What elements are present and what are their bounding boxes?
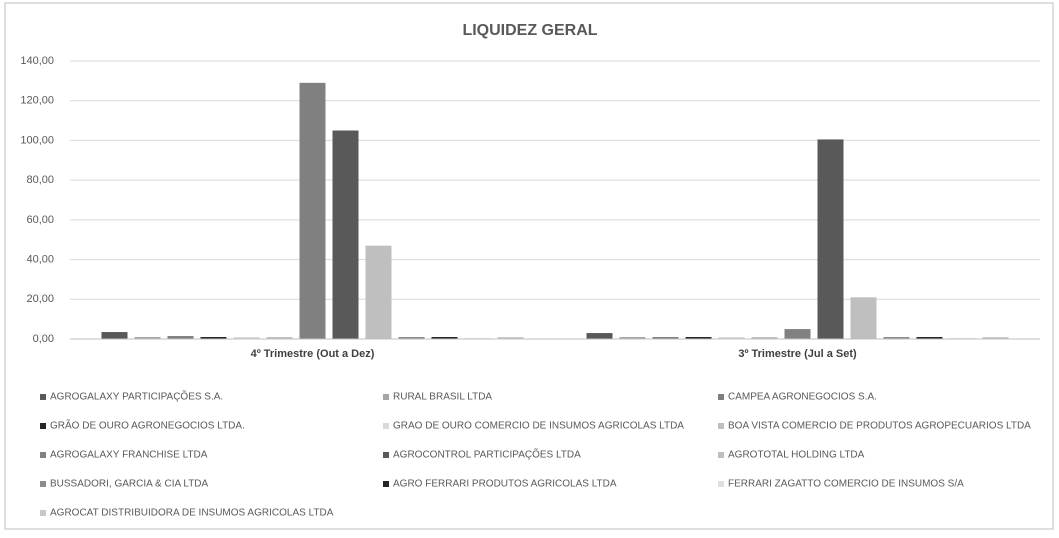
bar bbox=[916, 337, 943, 339]
legend-swatch bbox=[40, 423, 46, 429]
legend-label: AGROGALAXY PARTICIPAÇÕES S.A. bbox=[50, 390, 223, 403]
legend-swatch bbox=[718, 481, 724, 487]
legend-label: FERRARI ZAGATTO COMERCIO DE INSUMOS S/A bbox=[728, 479, 964, 490]
y-tick-label: 0,00 bbox=[33, 333, 54, 345]
legend-label: AGROCAT DISTRIBUIDORA DE INSUMOS AGRICOL… bbox=[50, 508, 334, 519]
bar bbox=[299, 82, 326, 339]
legend-label: AGROCONTROL PARTICIPAÇÕES LTDA bbox=[393, 448, 581, 461]
bar bbox=[685, 337, 712, 339]
legend-swatch bbox=[718, 423, 724, 429]
y-tick-label: 100,00 bbox=[20, 134, 54, 146]
y-tick-label: 60,00 bbox=[26, 214, 54, 226]
bar bbox=[982, 337, 1009, 339]
bar bbox=[497, 337, 524, 339]
legend-label: BUSSADORI, GARCIA & CIA LTDA bbox=[50, 479, 209, 490]
legend-swatch bbox=[40, 481, 46, 487]
chart-border bbox=[4, 2, 1054, 530]
bar bbox=[431, 337, 458, 339]
y-tick-label: 80,00 bbox=[26, 174, 54, 186]
legend-swatch bbox=[40, 452, 46, 458]
legend-label: GRÃO DE OURO AGRONEGOCIOS LTDA. bbox=[50, 419, 245, 432]
y-tick-label: 20,00 bbox=[26, 293, 54, 305]
y-tick-label: 140,00 bbox=[20, 55, 54, 67]
legend-label: CAMPEA AGRONEGOCIOS S.A. bbox=[728, 392, 877, 403]
legend-swatch bbox=[383, 423, 389, 429]
bar bbox=[332, 130, 359, 339]
bar bbox=[398, 337, 425, 339]
bar bbox=[883, 337, 910, 339]
bar bbox=[718, 337, 745, 339]
legend-swatch bbox=[40, 394, 46, 400]
bar bbox=[233, 337, 260, 339]
legend: AGROGALAXY PARTICIPAÇÕES S.A. RURAL BRASI… bbox=[40, 390, 1031, 519]
legend-swatch bbox=[383, 394, 389, 400]
bar bbox=[751, 337, 778, 339]
legend-label: RURAL BRASIL LTDA bbox=[393, 392, 492, 403]
bar bbox=[200, 337, 227, 339]
y-tick-label: 40,00 bbox=[26, 253, 54, 265]
legend-label: GRAO DE OURO COMERCIO DE INSUMOS AGRICOL… bbox=[393, 421, 684, 432]
x-tick-label: 4º Trimestre (Out a Dez) bbox=[251, 348, 375, 360]
legend-swatch bbox=[383, 481, 389, 487]
bar bbox=[101, 332, 128, 339]
bar bbox=[817, 139, 844, 339]
bar bbox=[619, 337, 646, 339]
bar bbox=[850, 297, 877, 339]
bar bbox=[784, 329, 811, 339]
legend-label: AGRO FERRARI PRODUTOS AGRICOLAS LTDA bbox=[393, 479, 617, 490]
bar bbox=[365, 245, 392, 339]
bar bbox=[266, 337, 293, 339]
legend-label: AGROGALAXY FRANCHISE LTDA bbox=[50, 450, 208, 461]
legend-swatch bbox=[40, 510, 46, 516]
bar bbox=[134, 337, 161, 339]
bar bbox=[652, 337, 679, 339]
bar bbox=[586, 333, 613, 339]
legend-label: BOA VISTA COMERCIO DE PRODUTOS AGROPECUA… bbox=[728, 421, 1031, 432]
legend-label: AGROTOTAL HOLDING LTDA bbox=[728, 450, 865, 461]
legend-swatch bbox=[718, 394, 724, 400]
bar bbox=[167, 336, 194, 339]
y-tick-label: 120,00 bbox=[20, 95, 54, 107]
chart-title: LIQUIDEZ GERAL bbox=[462, 22, 597, 39]
legend-swatch bbox=[718, 452, 724, 458]
legend-swatch bbox=[383, 452, 389, 458]
x-tick-label: 3º Trimestre (Jul a Set) bbox=[738, 348, 857, 360]
